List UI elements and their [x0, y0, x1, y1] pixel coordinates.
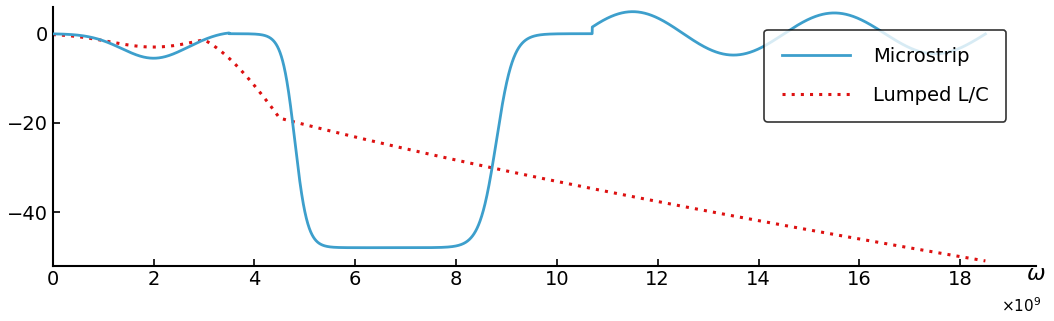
Microstrip [376, 246, 389, 250]
Line: Lumped L/C: Lumped L/C [53, 35, 985, 261]
Lumped L/C [979, 259, 992, 263]
Microstrip [606, 14, 619, 18]
Microstrip [46, 32, 59, 36]
Microstrip [626, 10, 639, 13]
Lumped L/C [606, 191, 619, 195]
Lumped L/C [653, 200, 666, 204]
Microstrip [814, 13, 826, 17]
Text: $\times10^9$: $\times10^9$ [1000, 297, 1041, 316]
Lumped L/C [46, 33, 59, 37]
Lumped L/C [216, 50, 229, 54]
Legend: Microstrip, Lumped L/C: Microstrip, Lumped L/C [764, 30, 1007, 122]
Lumped L/C [742, 217, 755, 221]
Text: $\omega$: $\omega$ [1026, 265, 1046, 284]
Microstrip [403, 246, 415, 250]
Lumped L/C [814, 230, 826, 234]
Microstrip [743, 51, 756, 55]
Lumped L/C [403, 148, 415, 152]
Line: Microstrip: Microstrip [53, 12, 985, 248]
Microstrip [653, 17, 666, 21]
Microstrip [979, 32, 992, 36]
Microstrip [216, 32, 229, 36]
